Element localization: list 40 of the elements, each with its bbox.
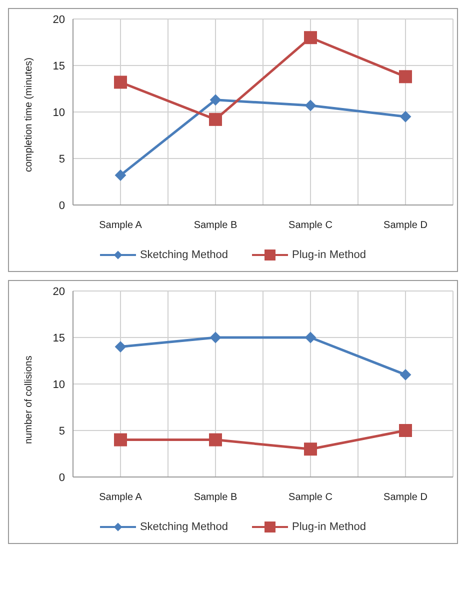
x-tick-label: Sample D — [384, 220, 428, 232]
x-tick-label: Sample D — [384, 492, 428, 504]
point — [114, 433, 127, 446]
point — [305, 332, 316, 344]
point — [304, 31, 317, 44]
legend-label: Plug-in Method — [291, 521, 366, 534]
legend-label: Plug-in Method — [291, 249, 366, 262]
y-tick-label: 15 — [52, 332, 65, 344]
y-axis-title: completion time (minutes) — [24, 58, 35, 172]
x-tick-label: Sample C — [288, 220, 332, 232]
x-tick-label: Sample C — [288, 492, 332, 504]
y-tick-label: 20 — [52, 14, 65, 26]
point — [400, 369, 411, 380]
x-tick-label: Sample A — [99, 220, 142, 232]
point — [399, 424, 412, 438]
point — [210, 332, 221, 344]
point — [114, 76, 127, 89]
point — [209, 112, 222, 126]
y-tick-label: 10 — [52, 379, 65, 391]
y-tick-label: 10 — [52, 106, 65, 119]
x-tick-label: Sample B — [194, 220, 238, 232]
point — [209, 433, 222, 446]
point — [400, 111, 411, 122]
y-axis-title: number of collisions — [24, 356, 35, 444]
point — [115, 170, 126, 181]
point — [399, 70, 412, 84]
y-tick-label: 20 — [52, 286, 65, 298]
point — [115, 341, 126, 352]
y-tick-label: 5 — [58, 153, 65, 166]
y-tick-label: 5 — [58, 426, 65, 438]
y-tick-label: 0 — [58, 472, 65, 484]
y-tick-label: 15 — [52, 60, 65, 72]
legend-label: Sketching Method — [138, 521, 228, 534]
y-tick-label: 0 — [58, 200, 65, 212]
x-tick-label: Sample B — [194, 492, 238, 504]
point — [210, 94, 221, 106]
legend-label: Sketching Method — [138, 249, 228, 262]
point — [304, 442, 317, 456]
x-tick-label: Sample A — [99, 492, 142, 504]
point — [305, 100, 316, 111]
